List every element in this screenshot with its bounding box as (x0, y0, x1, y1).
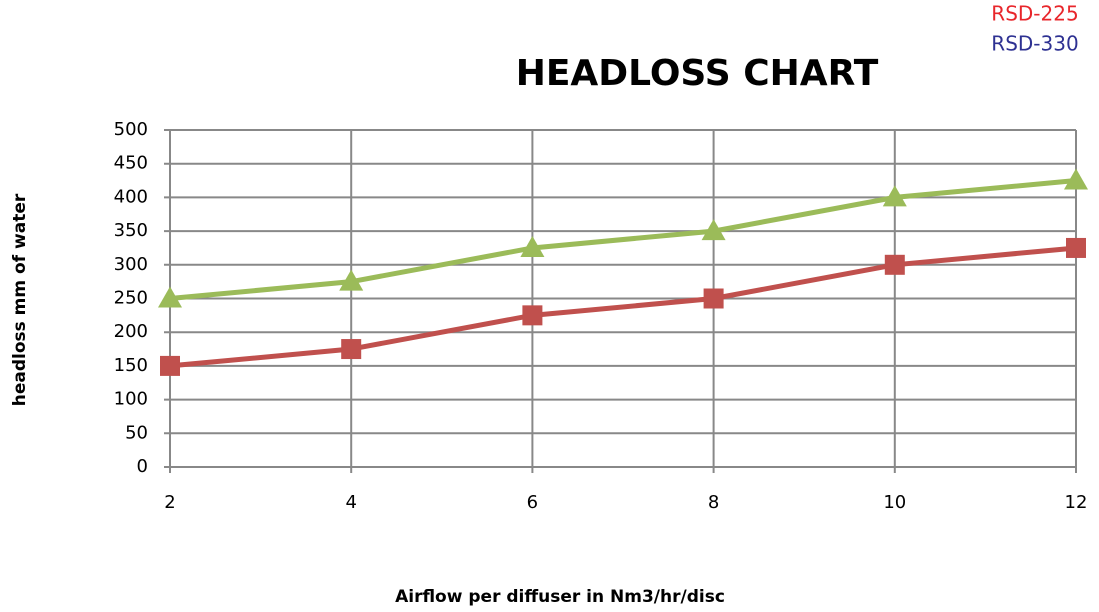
marker (520, 235, 545, 257)
series-line (169, 245, 1077, 369)
marker (884, 254, 905, 275)
x-axis-label: Airflow per diffuser in Nm3/hr/disc (395, 587, 725, 607)
y-tick-label: 50 (125, 422, 148, 443)
marker (1064, 168, 1088, 190)
x-tick-label: 6 (527, 492, 538, 513)
y-tick-label: 0 (137, 456, 148, 477)
marker (522, 305, 543, 326)
legend-label: RSD-225 (991, 2, 1078, 26)
y-tick-label: 500 (114, 119, 148, 140)
legend-label: RSD-330 (991, 32, 1078, 56)
y-tick-label: 250 (114, 288, 148, 309)
y-tick-label: 450 (114, 153, 148, 174)
marker (701, 219, 726, 241)
y-tick-label: 400 (114, 186, 148, 207)
y-tick-label: 150 (114, 355, 148, 376)
y-tick-label: 100 (114, 389, 148, 410)
marker (703, 288, 724, 309)
x-tick-label: 2 (164, 492, 175, 513)
x-tick-label: 10 (883, 492, 906, 513)
marker (160, 355, 180, 376)
x-tick-label: 8 (708, 492, 719, 513)
marker (341, 339, 362, 360)
series-line (169, 178, 1077, 301)
marker (158, 286, 182, 308)
chart-title: HEADLOSS CHART (516, 53, 879, 94)
x-tick-label: 4 (345, 492, 356, 513)
x-tick-label: 12 (1065, 492, 1088, 513)
y-axis-label: headloss mm of water (10, 193, 30, 406)
marker (1066, 237, 1086, 258)
marker (339, 269, 364, 291)
y-tick-label: 300 (114, 254, 148, 275)
y-tick-label: 350 (114, 220, 148, 241)
y-tick-label: 200 (114, 321, 148, 342)
marker (882, 185, 907, 207)
